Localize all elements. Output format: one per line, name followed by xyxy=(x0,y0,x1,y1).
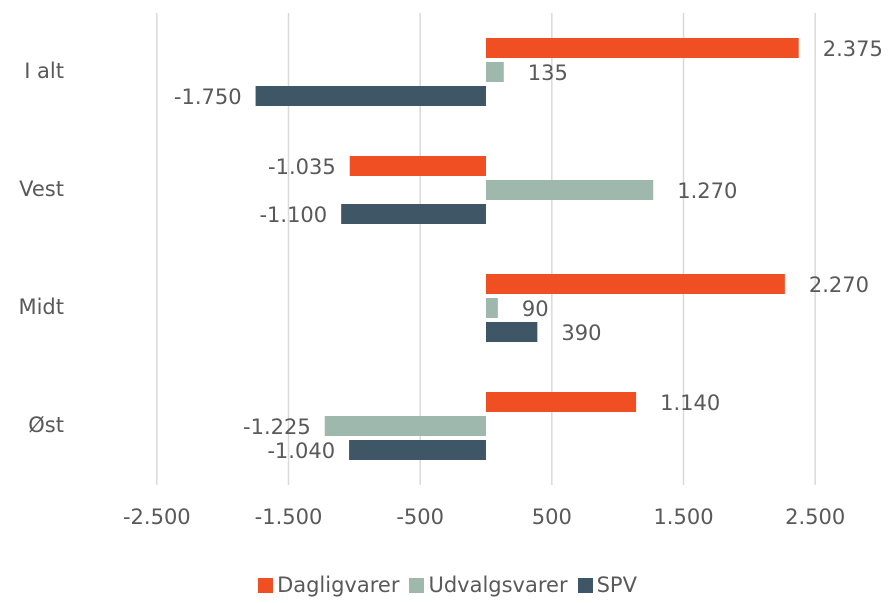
data-label: -1.225 xyxy=(243,415,311,439)
bar xyxy=(341,204,486,224)
y-tick-label: Midt xyxy=(18,295,64,319)
bar xyxy=(324,416,486,436)
legend-label: Dagligvarer xyxy=(277,573,400,597)
bar xyxy=(486,298,498,318)
bar xyxy=(486,392,637,412)
legend: Dagligvarer Udvalgsvarer SPV xyxy=(0,573,895,597)
legend-label: SPV xyxy=(596,573,637,597)
x-tick-label: -1.500 xyxy=(255,505,323,529)
legend-item: Dagligvarer xyxy=(258,573,399,597)
data-label: -1.040 xyxy=(267,439,335,463)
data-label: 390 xyxy=(561,321,601,345)
data-label: -1.100 xyxy=(259,203,327,227)
y-tick-label: Vest xyxy=(19,177,64,201)
data-label: 1.140 xyxy=(660,391,720,415)
legend-item: SPV xyxy=(577,573,637,597)
bar xyxy=(486,274,785,294)
legend-label: Udvalgsvarer xyxy=(428,573,568,597)
plot: -2.500 -1.500 -500 500 1.500 2.500 I alt 2.375 1… xyxy=(18,13,883,529)
legend-swatch xyxy=(577,577,593,593)
data-label: 2.375 xyxy=(823,37,883,61)
legend-swatch xyxy=(409,577,425,593)
bar xyxy=(349,156,486,176)
bar xyxy=(486,38,799,58)
legend-item: Udvalgsvarer xyxy=(409,573,568,597)
data-label: 135 xyxy=(528,61,568,85)
x-tick-label: 1.500 xyxy=(653,505,713,529)
data-label: -1.035 xyxy=(268,155,336,179)
bar xyxy=(486,62,504,82)
x-tick-label: -2.500 xyxy=(123,505,191,529)
data-label: 2.270 xyxy=(809,273,869,297)
bar xyxy=(486,180,654,200)
bar xyxy=(255,86,486,106)
bar xyxy=(486,322,538,342)
legend-swatch xyxy=(258,577,274,593)
y-tick-label: Øst xyxy=(28,413,64,437)
data-label: -1.750 xyxy=(174,85,242,109)
x-tick-label: 2.500 xyxy=(785,505,845,529)
x-tick-label: -500 xyxy=(396,505,444,529)
data-label: 90 xyxy=(522,297,549,321)
bar xyxy=(349,440,486,460)
y-tick-label: I alt xyxy=(24,59,64,83)
x-tick-label: 500 xyxy=(532,505,572,529)
data-label: 1.270 xyxy=(677,179,737,203)
